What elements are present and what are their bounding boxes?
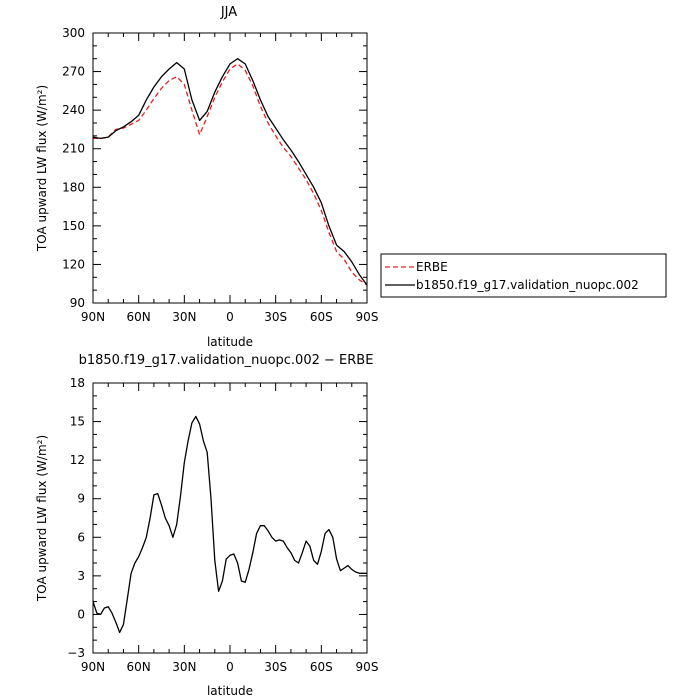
xtick-label: 90N [81,310,105,324]
ytick-label: 90 [70,296,85,310]
xtick-label: 30S [264,660,287,674]
legend-label-erbe: ERBE [416,260,448,274]
panel-top-frame [92,32,368,304]
ytick-label: −3 [67,646,85,660]
panel-top-title: JJA [220,5,237,20]
series-line-top-1 [92,58,368,286]
ytick-label: 6 [77,530,85,544]
panel-bottom-ylabel-text: TOA upward LW flux (W/m²) [35,435,49,602]
ytick-label: 300 [62,26,85,40]
xtick-label: 60S [310,310,333,324]
xtick-label: 30N [172,310,196,324]
ytick-label: 0 [77,607,85,621]
panel-bottom-frame [92,382,368,654]
ytick-label: 120 [62,257,85,271]
ytick-label: 210 [62,142,85,156]
xtick-label: 60N [127,310,151,324]
ytick-label: 180 [62,180,85,194]
ytick-label: 12 [70,453,85,467]
panel-bottom-xlabel: latitude [207,684,253,698]
series-line-bottom-0 [92,415,367,634]
panel-bottom-title: b1850.f19_g17.validation_nuopc.002 − ERB… [79,353,374,368]
xtick-label: 30N [172,660,196,674]
ytick-label: 240 [62,103,85,117]
ytick-label: 150 [62,219,85,233]
panel-bottom-series [92,415,367,634]
panel-top-gridaxes: 90 120 150 180 210 240 270 300 90N 60N 30N 0 30S 60S 9… [62,26,378,324]
xtick-label: 0 [226,310,234,324]
panel-top-xlabel: latitude [207,335,253,349]
panel-bottom-gridaxes: −3 0 3 6 9 12 15 18 90N 60N 30N 0 30S 60S 90S [67,376,378,674]
xtick-label: 60S [310,660,333,674]
panel-top-series [92,58,368,286]
xtick-label: 30S [264,310,287,324]
ytick-label: 18 [70,376,85,390]
legend-label-model: b1850.f19_g17.validation_nuopc.002 [416,278,639,292]
panel-bottom: b1850.f19_g17.validation_nuopc.002 − ERB… [35,353,378,698]
ytick-label: 9 [77,492,85,506]
xtick-label: 90N [81,660,105,674]
legend-box [380,253,667,298]
panel-top-ylabel: TOA upward LW flux (W/m²) [35,85,49,252]
ytick-label: 270 [62,65,85,79]
xtick-label: 60N [127,660,151,674]
panel-top-ylabel-text: TOA upward LW flux (W/m²) [35,85,49,252]
xtick-label: 90S [356,660,379,674]
panel-bottom-ylabel: TOA upward LW flux (W/m²) [35,435,49,602]
ytick-label: 3 [77,569,85,583]
panel-top: JJA 90 120 150 180 210 240 270 300 90N 60N 30N 0 30S… [35,5,378,349]
xtick-label: 90S [356,310,379,324]
legend: ERBE b1850.f19_g17.validation_nuopc.002 [380,253,667,298]
series-line-top-0 [93,63,368,286]
ytick-label: 15 [70,415,85,429]
xtick-label: 0 [226,660,234,674]
